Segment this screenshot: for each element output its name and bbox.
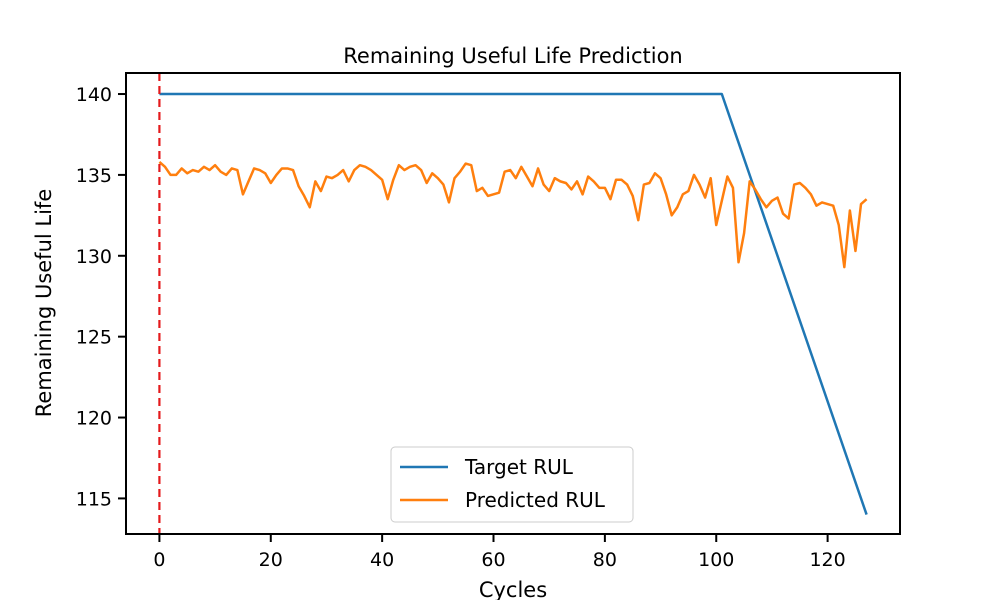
y-tick-label: 115	[76, 488, 112, 510]
chart-title: Remaining Useful Life Prediction	[343, 44, 682, 68]
y-axis-title: Remaining Useful Life	[32, 189, 56, 417]
y-tick-label: 140	[76, 84, 112, 106]
axes-frame	[125, 72, 901, 535]
series-line-target-rul	[159, 92, 868, 515]
legend: Target RUL Predicted RUL	[390, 446, 634, 523]
y-tick-label: 125	[76, 327, 112, 349]
legend-label-target: Target RUL	[464, 455, 574, 479]
legend-box	[390, 446, 634, 523]
x-tick-label: 100	[698, 549, 734, 571]
y-tick-label: 135	[76, 165, 112, 187]
y-tick-label: 130	[76, 246, 112, 268]
series-line-predicted-rul	[158, 161, 868, 269]
x-tick-label: 120	[809, 549, 845, 571]
x-tick-label: 20	[259, 549, 283, 571]
y-tick-label: 120	[76, 408, 112, 430]
x-axis-title: Cycles	[479, 578, 547, 600]
x-tick-label: 80	[593, 549, 617, 571]
x-tick-label: 0	[153, 549, 165, 571]
x-tick-label: 40	[370, 549, 394, 571]
legend-label-predicted: Predicted RUL	[465, 488, 606, 512]
x-tick-label: 60	[481, 549, 505, 571]
plot-area: 0 20 40 60 80 100 120 115 120 125 130 135 140	[76, 72, 901, 571]
